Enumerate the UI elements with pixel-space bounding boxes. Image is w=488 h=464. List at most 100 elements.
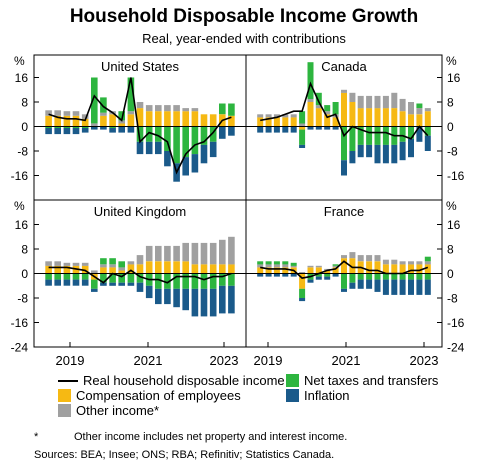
y-tick-label-left-r1-m16: -16: [11, 316, 29, 330]
bar-canada-compensation-9: [332, 117, 339, 127]
bar-france-compensation-8: [324, 270, 331, 274]
bar-us-inflation-neg-0: [45, 128, 52, 135]
y-tick-label-right-r1-8: 8: [447, 243, 454, 257]
bar-uk-other-income-9: [127, 261, 135, 265]
bar-france-compensation-1: [265, 267, 272, 274]
bar-canada-other-income-20: [424, 108, 431, 112]
y-tick-label-right-r0-m8: -8: [447, 145, 458, 159]
bar-uk-compensation-1: [54, 265, 61, 274]
line-us-real-income: [48, 77, 232, 175]
bar-canada-inflation-neg-10: [341, 160, 347, 176]
bar-us-compensation-8: [118, 123, 125, 127]
plot-frame: [33, 54, 443, 348]
bar-france-other-income-0: [257, 264, 264, 268]
bar-us-other-income-8: [118, 120, 125, 124]
bar-france-other-income-5: [299, 272, 306, 274]
bar-uk-other-income-13: [164, 245, 171, 262]
bar-uk-other-income-19: [219, 239, 226, 265]
bar-uk-compensation-2: [63, 265, 71, 274]
bar-canada-compensation-14: [374, 108, 381, 127]
bar-france-net-taxes-neg-7: [315, 273, 322, 277]
bar-france-other-income-14: [374, 255, 381, 262]
bar-canada-net-taxes-7: [315, 92, 322, 106]
bar-uk-compensation-9: [127, 264, 135, 274]
bar-uk-net-taxes-7: [109, 258, 116, 265]
bar-us-net-taxes-neg-12: [155, 126, 162, 142]
bar-uk-other-income-0: [45, 261, 52, 266]
bar-france-inflation-neg-6: [307, 279, 314, 283]
bar-uk-other-income-5: [91, 270, 98, 274]
bar-uk-inflation-neg-7: [109, 282, 116, 286]
y-tick-label-right-r1-m16: -16: [447, 316, 465, 330]
bar-us-compensation-9: [127, 114, 135, 127]
bar-france-net-taxes-0: [257, 261, 264, 265]
bar-us-inflation-neg-20: [228, 126, 235, 136]
bar-us-compensation-2: [63, 115, 71, 127]
bar-canada-inflation-neg-11: [349, 151, 356, 164]
bar-uk-inflation-neg-12: [155, 288, 162, 305]
bar-canada-net-taxes-neg-18: [408, 126, 414, 139]
bar-us-compensation-12: [155, 111, 162, 127]
bar-canada-other-income-10: [341, 89, 347, 93]
y-tick-label-right-r1-0: 0: [447, 267, 454, 281]
bar-canada-net-taxes-19: [416, 103, 423, 109]
bar-uk-compensation-18: [209, 264, 217, 274]
bar-uk-other-income-3: [72, 262, 80, 266]
bar-france-other-income-19: [416, 261, 423, 265]
bar-uk-net-taxes-neg-7: [109, 273, 116, 283]
bar-canada-other-income-7: [315, 105, 322, 109]
bar-uk-compensation-11: [145, 261, 153, 274]
bar-france-compensation-7: [315, 267, 322, 274]
bar-us-inflation-neg-6: [100, 126, 107, 130]
bar-uk-inflation-neg-10: [136, 282, 144, 292]
bar-us-net-taxes-19: [219, 103, 226, 115]
bar-france-compensation-20: [424, 264, 431, 274]
legend-swatch-net-taxes: [286, 374, 299, 387]
bar-france-inflation-neg-13: [366, 279, 373, 289]
bar-canada-compensation-17: [399, 111, 406, 127]
bar-canada-compensation-neg-5: [299, 126, 306, 130]
bar-france-inflation-neg-17: [399, 279, 406, 295]
bar-france-net-taxes-neg-16: [391, 273, 398, 280]
bar-uk-inflation-neg-8: [118, 282, 125, 286]
bar-uk-inflation-neg-1: [54, 279, 61, 286]
bar-uk-other-income-20: [228, 236, 235, 265]
bar-france-compensation-11: [349, 258, 356, 274]
bar-uk-inflation-neg-18: [209, 288, 217, 317]
legend-line-swatch: [58, 379, 78, 382]
bar-canada-compensation-10: [341, 92, 347, 127]
bar-uk-inflation-neg-15: [182, 288, 189, 311]
bar-us-compensation-6: [100, 115, 107, 127]
bar-canada-net-taxes-neg-5: [299, 129, 306, 145]
bar-france-net-taxes-neg-17: [399, 273, 406, 280]
bar-us-net-taxes-9: [127, 77, 135, 112]
footnote-text: Other income includes net property and i…: [74, 431, 348, 443]
bar-france-net-taxes-9: [332, 264, 339, 266]
bar-uk-compensation-8: [118, 270, 125, 274]
bar-uk-net-taxes-neg-14: [173, 273, 180, 289]
bar-canada-net-taxes-6: [307, 62, 314, 99]
bar-canada-compensation-2: [273, 117, 280, 127]
bar-france-net-taxes-2: [273, 261, 280, 265]
bar-uk-compensation-0: [45, 265, 52, 274]
line-france-real-income: [260, 260, 429, 279]
bar-uk-inflation-neg-13: [164, 288, 171, 305]
bar-canada-inflation-neg-17: [399, 141, 406, 161]
x-tick-label-right-2023: 2023: [410, 353, 439, 368]
bar-us-inflation-neg-11: [145, 141, 153, 155]
bar-us-compensation-4: [81, 118, 89, 127]
bar-uk-net-taxes-neg-16: [191, 273, 199, 289]
bar-us-other-income-6: [100, 112, 107, 116]
bar-france-other-income-9: [332, 265, 339, 268]
bar-us-compensation-15: [182, 111, 189, 127]
y-unit-right-r0: %: [446, 54, 457, 68]
bar-us-inflation-neg-18: [209, 141, 217, 158]
bar-uk-other-income-14: [173, 245, 180, 262]
bar-canada-inflation-neg-4: [290, 126, 297, 133]
bar-canada-inflation-neg-1: [265, 126, 272, 133]
bar-france-other-income-18: [408, 261, 414, 265]
bar-uk-inflation-neg-9: [127, 282, 135, 286]
y-tick-label-right-r1-m8: -8: [447, 292, 458, 306]
legend-item-net-taxes: Net taxes and transfers: [286, 373, 438, 388]
bar-us-net-taxes-5: [91, 77, 98, 124]
